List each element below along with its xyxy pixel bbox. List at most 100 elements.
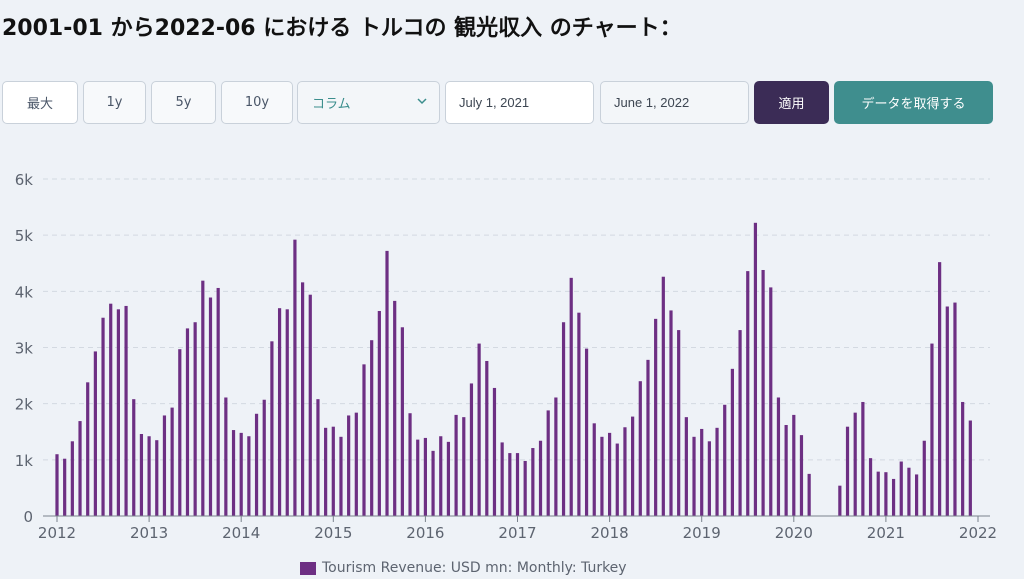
bar <box>492 387 497 516</box>
bar <box>370 340 374 516</box>
x-tick-label: 2021 <box>867 524 905 542</box>
bar <box>761 269 765 516</box>
bar <box>968 420 972 516</box>
range-10y-button[interactable]: 10y <box>221 81 293 124</box>
apply-button[interactable]: 適用 <box>754 81 829 124</box>
end-date-input[interactable]: June 1, 2022 <box>600 81 749 124</box>
bar <box>961 401 965 516</box>
bar <box>70 441 74 516</box>
bar <box>730 368 734 516</box>
range-5y-button[interactable]: 5y <box>151 81 216 124</box>
bar <box>930 343 934 516</box>
bar <box>868 458 873 516</box>
range-1y-button[interactable]: 1y <box>83 81 146 124</box>
bar <box>408 413 412 516</box>
bar <box>216 287 220 516</box>
bar <box>454 414 458 516</box>
bar <box>439 436 443 516</box>
y-tick-label: 6k <box>15 171 34 189</box>
bar <box>316 399 320 516</box>
x-tick-label: 2012 <box>38 524 76 542</box>
bar <box>938 262 942 516</box>
bar <box>845 426 850 516</box>
bar <box>508 453 512 516</box>
x-tick-label: 2014 <box>222 524 260 542</box>
bar <box>615 443 619 516</box>
bar <box>162 415 167 516</box>
bar <box>124 305 128 516</box>
bar <box>561 322 566 516</box>
x-tick-label: 2015 <box>314 524 352 542</box>
x-tick-label: 2018 <box>591 524 629 542</box>
bar <box>63 458 67 516</box>
bar <box>584 348 589 516</box>
y-tick-label: 5k <box>15 227 34 245</box>
bar <box>945 306 949 516</box>
bar <box>638 381 642 516</box>
bar <box>285 309 289 516</box>
fetch-data-button[interactable]: データを取得する <box>834 81 993 124</box>
bar <box>55 454 59 516</box>
bar <box>277 308 282 516</box>
bar <box>515 453 520 516</box>
y-tick-label: 3k <box>15 340 34 358</box>
bar <box>792 414 796 516</box>
bar <box>907 467 911 516</box>
x-tick-label: 2016 <box>406 524 444 542</box>
bar <box>784 425 788 516</box>
x-tick-label: 2017 <box>498 524 536 542</box>
bar <box>385 250 389 516</box>
chart-type-value: コラム <box>312 97 351 112</box>
chart-type-select[interactable]: コラム <box>297 81 440 124</box>
bar <box>485 360 489 516</box>
bar <box>853 412 857 516</box>
legend-label: Tourism Revenue: USD mn: Monthly: Turkey <box>322 560 627 576</box>
chart-title: 2001-01 から2022-06 における トルコの 観光収入 のチャート： <box>2 16 682 41</box>
bar <box>400 327 404 516</box>
bar <box>554 397 558 516</box>
bar <box>423 437 427 516</box>
bar <box>431 450 435 516</box>
bar <box>646 359 650 516</box>
bar <box>592 423 596 516</box>
bar <box>577 312 581 516</box>
y-tick-label: 1k <box>15 452 34 470</box>
x-tick-label: 2022 <box>959 524 997 542</box>
bar <box>170 407 174 516</box>
bar <box>262 399 266 516</box>
bar <box>600 436 604 516</box>
bar <box>891 478 896 516</box>
bar <box>93 351 97 516</box>
bar <box>707 441 711 516</box>
bar <box>139 434 144 516</box>
bar <box>899 461 903 516</box>
bar <box>677 330 681 516</box>
bar <box>208 297 213 516</box>
bar <box>109 303 113 516</box>
toolbar: 最大 1y 5y 10y コラム July 1, 2021 June 1, 20… <box>0 81 1024 127</box>
bar <box>347 415 351 516</box>
bar <box>178 349 182 516</box>
chart-grid <box>43 178 990 461</box>
chart-legend[interactable]: Tourism Revenue: USD mn: Monthly: Turkey <box>300 559 627 577</box>
bar <box>838 485 842 516</box>
bar <box>185 328 190 516</box>
bar <box>500 442 504 516</box>
bar <box>807 473 811 517</box>
range-max-button[interactable]: 最大 <box>2 81 78 124</box>
bar <box>569 277 573 516</box>
bar <box>362 364 366 516</box>
start-date-input[interactable]: July 1, 2021 <box>445 81 594 124</box>
bar <box>769 287 773 516</box>
bar <box>700 428 704 516</box>
bar <box>746 271 750 516</box>
bar <box>753 222 758 516</box>
bar <box>247 436 251 516</box>
bar <box>254 413 259 516</box>
x-axis-labels: 2012 2013 2014 2015 2016 2017 2018 2019 2020 2021… <box>38 516 997 542</box>
bar <box>922 440 926 516</box>
bar <box>623 427 627 516</box>
bar <box>393 300 397 516</box>
bar <box>308 294 312 516</box>
bar <box>331 426 335 516</box>
